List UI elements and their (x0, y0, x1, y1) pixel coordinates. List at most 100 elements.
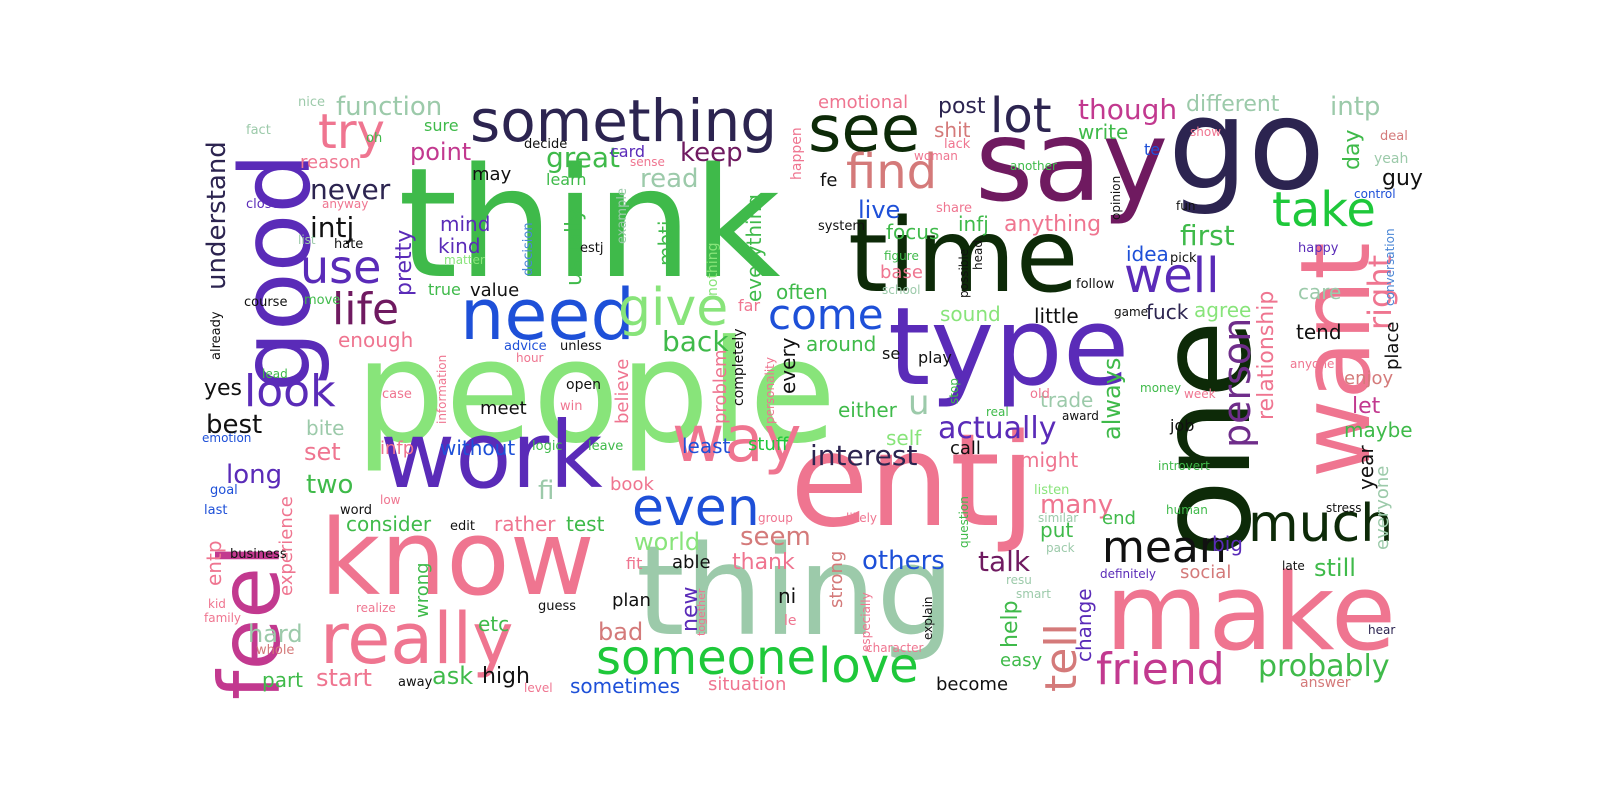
word-low: low (380, 493, 401, 507)
word-true: true (428, 280, 461, 299)
word-u: u (908, 383, 930, 423)
word-friend: friend (1096, 644, 1225, 695)
word-together: together (695, 588, 708, 636)
word-thing: thing (636, 520, 955, 664)
word-anyway: anyway (322, 197, 369, 211)
word-relationship: relationship (1254, 290, 1279, 420)
word-move: move (304, 293, 341, 308)
word-opinion: opinion (1109, 175, 1123, 220)
word-base: base (880, 262, 923, 283)
word-long: long (226, 460, 283, 490)
word-list: list (298, 233, 316, 247)
word-infj: infj (958, 212, 989, 236)
word-see: see (808, 93, 921, 167)
word-realize: realize (356, 601, 396, 615)
word-leave: leave (588, 439, 624, 454)
word-set: set (304, 438, 341, 466)
word-decide: decide (524, 137, 568, 152)
word-every: every (776, 337, 800, 394)
word-listen: listen (1034, 483, 1070, 498)
word-information: information (435, 354, 449, 424)
word-estj: estj (580, 241, 604, 256)
word-fi: fi (538, 476, 555, 506)
word-smart: smart (1016, 587, 1051, 601)
word-fun: fun (1176, 199, 1196, 213)
word-test: test (566, 512, 605, 536)
word-nice: nice (298, 95, 325, 110)
word-far: far (738, 296, 761, 315)
word-value: value (470, 280, 520, 301)
word-advice: advice (504, 339, 547, 354)
word-give: give (618, 278, 729, 338)
word-great: great (546, 141, 621, 174)
word-though: though (1078, 93, 1178, 126)
word-back: back (662, 325, 729, 358)
word-sense: sense (630, 155, 665, 169)
word-emotion: emotion (202, 431, 252, 445)
word-completely: completely (731, 328, 747, 406)
word-find: find (846, 144, 938, 200)
word-hear: hear (1368, 623, 1396, 637)
word-happy: happy (1298, 241, 1339, 256)
word-reason: reason (300, 152, 361, 173)
word-fact: fact (246, 123, 271, 138)
word-ask: ask (432, 662, 474, 690)
word-easy: easy (1000, 650, 1043, 671)
word-people: people (355, 310, 837, 475)
word-matter: matter (444, 253, 485, 267)
word-week: week (1184, 387, 1216, 401)
word-shit: shit (934, 118, 971, 142)
word-always: always (1098, 357, 1126, 440)
word-big: big (1212, 532, 1243, 556)
word-may: may (472, 164, 512, 185)
word-goal: goal (210, 483, 238, 498)
word-hate: hate (334, 237, 364, 252)
word-life: life (332, 284, 400, 335)
word-trade: trade (1040, 388, 1094, 412)
word-fe: fe (820, 170, 838, 191)
word-likely: likely (846, 511, 878, 525)
word-fit: fit (626, 554, 643, 573)
word-pack: pack (1046, 541, 1075, 555)
word-either: either (838, 398, 897, 422)
word-word: word (340, 503, 372, 518)
word-least: least (682, 434, 731, 458)
word-others: others (862, 546, 945, 576)
word-kind: kind (438, 234, 481, 258)
word-guess: guess (538, 599, 577, 614)
word-meet: meet (480, 398, 527, 419)
word-yeah: yeah (1374, 151, 1409, 167)
word-care: care (1298, 280, 1342, 304)
word-tend: tend (1296, 320, 1342, 344)
word-anything: anything (1004, 212, 1102, 237)
word-guy: guy (1382, 166, 1423, 191)
word-never: never (310, 173, 391, 206)
word-person: person (1215, 317, 1259, 448)
word-let: let (1352, 394, 1381, 419)
word-point: point (410, 138, 472, 166)
word-take: take (1272, 182, 1376, 238)
word-intp: intp (1330, 92, 1381, 122)
word-around: around (806, 332, 877, 356)
word-believe: believe (612, 358, 633, 424)
word-old: old (1030, 387, 1050, 402)
word-many: many (1040, 490, 1114, 520)
word-become: become (936, 674, 1009, 695)
word-game: game (1114, 305, 1149, 319)
word-level: level (524, 681, 553, 695)
word-real: real (986, 405, 1009, 419)
word-idea: idea (1126, 242, 1169, 266)
word-bad: bad (598, 618, 644, 646)
word-without: without (440, 436, 516, 460)
word-place: place (1382, 321, 1403, 370)
word-nothing: nothing (705, 242, 721, 296)
word-everything: everything (742, 194, 766, 302)
word-family: family (204, 611, 242, 625)
word-personality: personality (763, 357, 777, 424)
word-live: live (858, 196, 901, 224)
word-read: read (640, 164, 699, 194)
word-similar: similar (1038, 511, 1079, 525)
word-something: something (470, 87, 778, 155)
word-fuck: fuck (1146, 300, 1189, 324)
